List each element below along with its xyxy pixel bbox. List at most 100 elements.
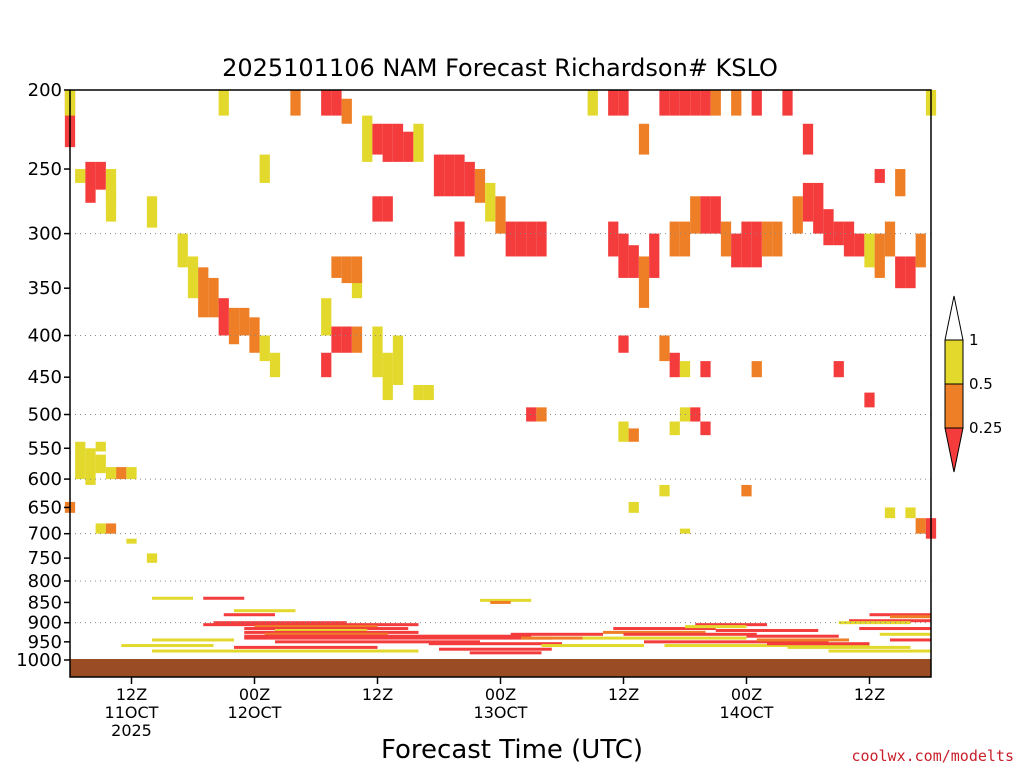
ri-cell (526, 221, 537, 257)
ri-cell (833, 221, 844, 246)
ri-cell (720, 221, 732, 257)
gridline-layer (70, 233, 931, 624)
ri-cell (249, 317, 260, 353)
x-tick-label: 00Z (731, 685, 762, 704)
ri-cell (813, 182, 824, 234)
ri-cell (669, 421, 680, 436)
ri-cell (915, 518, 926, 534)
ri-boundary-layer-cell (582, 636, 747, 640)
x-tick-label: 12Z (362, 685, 393, 704)
y-tick-label: 300 (28, 224, 62, 245)
ri-cell (772, 221, 783, 257)
y-tick-label: 200 (28, 80, 62, 101)
ri-boundary-layer-cell (879, 632, 931, 636)
ri-cell (864, 233, 875, 268)
ri-cell (454, 154, 465, 197)
ri-boundary-layer-cell (152, 596, 193, 600)
ri-boundary-layer-cell (254, 625, 378, 629)
x-tick-label: 2025 (111, 721, 152, 740)
x-tick-label: 00Z (485, 685, 516, 704)
colorbar-level-label: 1 (969, 331, 979, 349)
x-tick-label: 14OCT (720, 703, 774, 722)
ri-cell (679, 361, 691, 378)
ri-cell (679, 90, 691, 116)
ri-boundary-layer-cell (275, 640, 480, 644)
y-tick-label: 550 (28, 438, 62, 459)
ri-boundary-layer-cell (203, 596, 245, 600)
ri-cell (105, 523, 117, 534)
ri-cell (843, 221, 855, 257)
ri-boundary-layer-cell (275, 628, 368, 632)
ri-cell (116, 467, 127, 480)
ri-cell (331, 256, 342, 278)
ri-cell (679, 221, 691, 257)
ri-cell (464, 161, 475, 197)
colorbar-bottom-arrow (944, 427, 964, 473)
ri-boundary-layer-cell (223, 613, 275, 617)
ri-boundary-layer-cell (244, 634, 532, 638)
ri-cell (187, 256, 199, 299)
ri-boundary-layer-cell (152, 638, 234, 642)
ri-cell (351, 326, 363, 353)
ri-cell (905, 256, 916, 289)
ri-cell (75, 169, 86, 183)
y-tick-label: 800 (28, 571, 62, 592)
ri-cell (505, 221, 516, 257)
ri-cell (638, 256, 650, 308)
ri-boundary-layer-cell (510, 632, 603, 636)
ri-cell (392, 335, 404, 385)
ri-cell (351, 256, 363, 284)
ri-cell (608, 90, 619, 116)
credit-link[interactable]: coolwx.com/modelts (851, 747, 1014, 765)
ri-cell (105, 467, 117, 480)
colorbar-level-label: 0.25 (969, 419, 1002, 437)
ri-cell (700, 421, 711, 436)
ri-cell (823, 209, 834, 246)
ri-boundary-layer-cell (623, 632, 757, 636)
ri-boundary-layer-cell (746, 634, 839, 638)
ri-cell (126, 467, 137, 480)
ri-cell (321, 90, 332, 116)
ri-boundary-layer-cell (644, 640, 829, 644)
ri-cell (608, 221, 619, 257)
ri-cell (85, 448, 96, 485)
ri-cell (95, 441, 106, 452)
y-tick-label: 450 (28, 367, 62, 388)
ri-cell (198, 267, 209, 318)
ri-boundary-layer-cell (234, 645, 378, 649)
y-tick-label: 700 (28, 524, 62, 545)
ri-cell (761, 221, 773, 257)
y-tick-label: 950 (28, 632, 62, 653)
ri-boundary-layer-cell (869, 613, 931, 617)
colorbar-band (944, 339, 964, 385)
ri-cell (95, 454, 106, 474)
ri-cell (372, 123, 383, 155)
ri-cell (690, 196, 701, 234)
x-tick-label: 00Z (239, 685, 270, 704)
ri-cell (362, 115, 373, 162)
ri-cell (485, 182, 496, 222)
ri-boundary-layer-cell (756, 638, 849, 642)
ri-cell (403, 131, 414, 162)
ri-cell (105, 189, 117, 222)
plot-frame (69, 89, 932, 678)
ri-cell (433, 154, 445, 197)
ri-cell (700, 90, 711, 116)
ri-cell (915, 233, 926, 268)
ri-cell (690, 90, 701, 116)
y-tick-label: 1000 (16, 650, 62, 671)
ri-cell (751, 221, 762, 268)
y-tick-label: 850 (28, 592, 62, 613)
ri-cell (228, 307, 240, 345)
ri-boundary-layer-cell (244, 636, 552, 640)
ri-boundary-layer-cell (541, 644, 644, 648)
ri-cell (669, 352, 680, 378)
y-tick-label: 600 (28, 469, 62, 490)
y-tick-label: 400 (28, 325, 62, 346)
ri-cell (741, 221, 752, 268)
ri-cell (382, 123, 393, 162)
ri-cell (700, 361, 711, 378)
ri-boundary-layer-cell (613, 627, 716, 631)
